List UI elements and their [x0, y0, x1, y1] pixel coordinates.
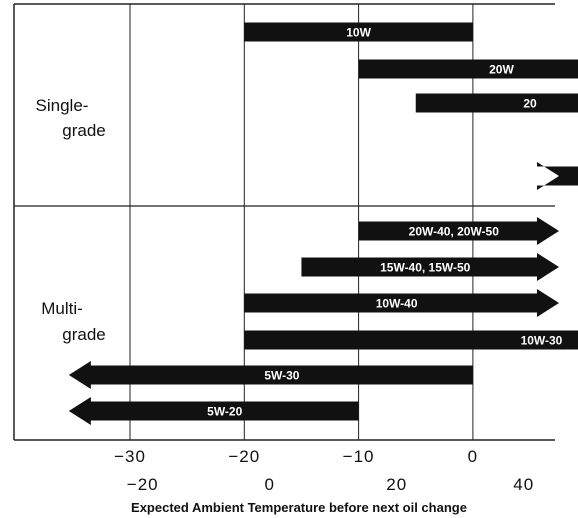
viscosity-bar: 10W	[244, 22, 473, 42]
bar-shape	[358, 217, 559, 245]
fahrenheit-tick-label: 40	[513, 475, 534, 494]
group-label-line: Single-	[36, 96, 89, 115]
celsius-tick-label: 0	[468, 447, 478, 466]
celsius-tick-label: −30	[114, 447, 146, 466]
bar-label: 20W-40, 20W-50	[409, 225, 500, 239]
viscosity-bar: 10W-30	[244, 330, 578, 350]
celsius-axis: −30−20−10010203040°C	[114, 447, 578, 466]
bar-label: 10W-30	[521, 334, 563, 348]
fahrenheit-tick-label: −20	[127, 475, 159, 494]
fahrenheit-axis: −20020406080100°F	[127, 475, 534, 494]
group-label-line: Multi-	[41, 299, 83, 318]
bar-shape	[537, 162, 578, 190]
bar-shape	[68, 361, 473, 389]
viscosity-bar: 40	[537, 162, 578, 190]
bar-label: 5W-20	[207, 405, 242, 419]
bar-label: 20W	[489, 63, 514, 77]
bar-shape	[68, 397, 359, 425]
bar-shape	[358, 59, 578, 79]
bar-label: 20	[523, 97, 537, 111]
bar-shape	[244, 289, 560, 317]
group-label-line: grade	[62, 121, 105, 140]
bar-label: 5W-30	[264, 369, 299, 383]
fahrenheit-tick-label: 20	[386, 475, 407, 494]
viscosity-bar: 20W-40, 20W-50	[358, 217, 559, 245]
viscosity-bar: 15W-40, 15W-50	[301, 253, 559, 281]
group-label-line: grade	[62, 325, 105, 344]
fahrenheit-tick-label: 0	[264, 475, 274, 494]
bar-shape	[301, 253, 559, 281]
x-axis-title: Expected Ambient Temperature before next…	[131, 500, 467, 515]
bar-label: 10W	[346, 26, 371, 40]
viscosity-bar: 10W-40	[244, 289, 560, 317]
bar-shape	[244, 22, 473, 42]
bar-label: 15W-40, 15W-50	[380, 261, 471, 275]
celsius-tick-label: 10	[577, 447, 578, 466]
viscosity-bar: 20	[415, 93, 578, 113]
bar-shape	[415, 93, 578, 113]
grade-group-labels: Single-grade Multi-grade	[36, 96, 106, 344]
celsius-tick-label: −20	[228, 447, 260, 466]
viscosity-bar: 5W-30	[68, 361, 473, 389]
viscosity-bar: 20W	[358, 59, 578, 79]
bar-label: 10W-40	[376, 297, 418, 311]
celsius-tick-label: −10	[343, 447, 375, 466]
viscosity-bar: 5W-20	[68, 397, 359, 425]
bar-shape	[244, 330, 578, 350]
